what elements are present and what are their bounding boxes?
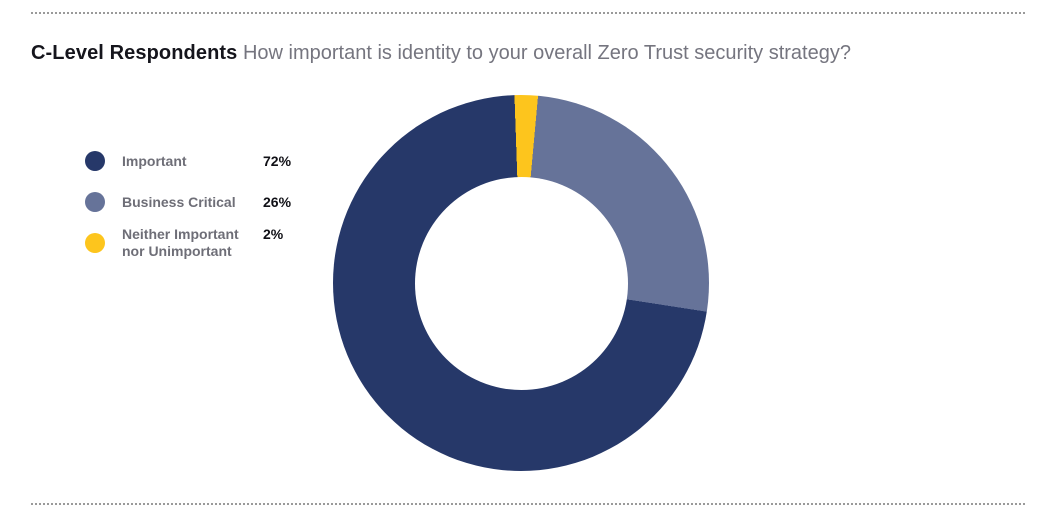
figure-title: C-Level Respondents How important is ide… [31,41,851,65]
legend-item-business-critical: Business Critical 26% [85,192,320,212]
legend-swatch-important [85,151,105,171]
legend-value-important: 72% [263,152,292,169]
bottom-dotted-divider [31,503,1026,505]
legend-swatch-business-critical [85,192,105,212]
legend-label-neither: Neither Important nor Unimportant [122,226,239,259]
legend-label-important: Important [122,152,187,169]
legend-item-neither: Neither Important nor Unimportant 2% [85,226,320,260]
legend-item-important: Important 72% [85,151,320,171]
donut-hole [414,176,628,390]
chart-legend: Important 72% Business Critical 26% Neit… [85,151,320,260]
figure-title-question: How important is identity to your overal… [242,42,851,64]
donut-chart [333,95,709,471]
legend-swatch-neither [85,233,105,253]
legend-value-business-critical: 26% [263,193,292,210]
figure-title-audience: C-Level Respondents [31,42,238,64]
legend-value-neither: 2% [263,226,284,242]
legend-label-business-critical: Business Critical [122,193,236,210]
top-dotted-divider [31,12,1026,14]
